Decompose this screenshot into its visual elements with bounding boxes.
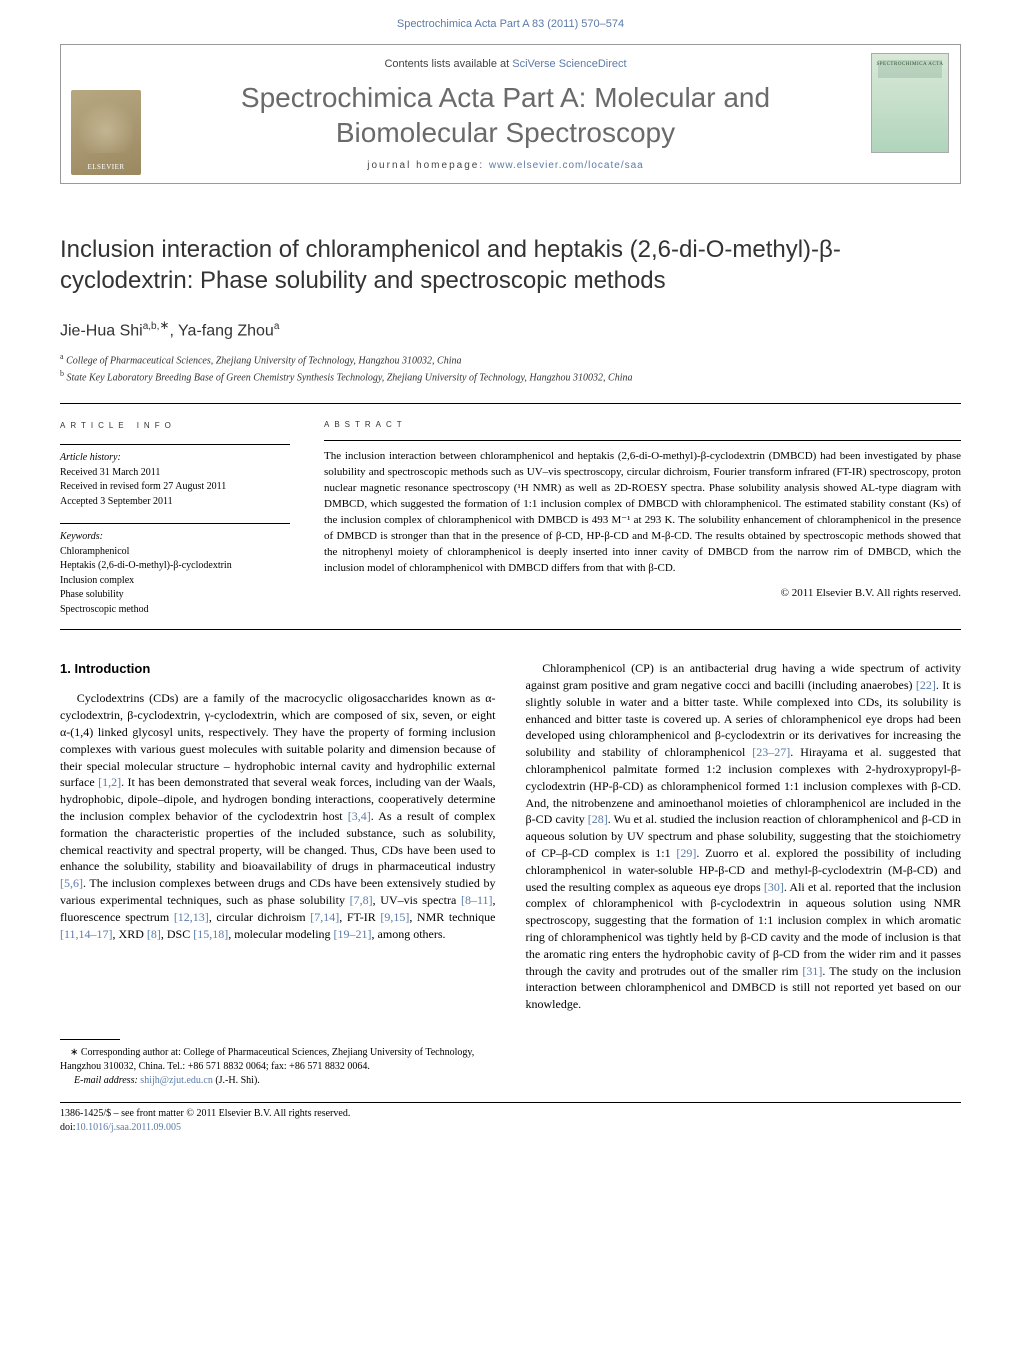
body-left-column: 1. Introduction Cyclodextrins (CDs) are …	[60, 660, 496, 1013]
body-right-column: Chloramphenicol (CP) is an antibacterial…	[526, 660, 962, 1013]
intro-para-left: Cyclodextrins (CDs) are a family of the …	[60, 690, 496, 942]
abstract-copyright: © 2011 Elsevier B.V. All rights reserved…	[324, 587, 961, 599]
banner-center: Contents lists available at SciVerse Sci…	[151, 45, 860, 183]
doi-prefix: doi:	[60, 1122, 76, 1133]
article-history: Article history: Received 31 March 2011 …	[60, 451, 290, 509]
info-sub-rule-1	[60, 444, 290, 445]
abstract-column: abstract The inclusion interaction betwe…	[324, 404, 961, 629]
accepted-date: Accepted 3 September 2011	[60, 495, 290, 510]
author-1: Jie-Hua Shi	[60, 323, 143, 340]
footnotes: ∗ Corresponding author at: College of Ph…	[60, 1039, 480, 1088]
cover-title: SPECTROCHIMICA ACTA	[872, 62, 948, 67]
article-title: Inclusion interaction of chloramphenicol…	[60, 234, 961, 296]
info-sub-rule-2	[60, 523, 290, 524]
doi-line: doi:10.1016/j.saa.2011.09.005	[60, 1121, 961, 1135]
journal-cover-thumb: SPECTROCHIMICA ACTA	[871, 53, 949, 153]
journal-homepage-line: journal homepage: www.elsevier.com/locat…	[171, 160, 840, 171]
received-date: Received 31 March 2011	[60, 466, 290, 481]
sciencedirect-link[interactable]: SciVerse ScienceDirect	[512, 58, 626, 70]
front-matter-line: 1386-1425/$ – see front matter © 2011 El…	[60, 1107, 961, 1121]
publisher-logo-slot: ELSEVIER	[61, 45, 151, 183]
author-2: , Ya-fang Zhou	[169, 323, 273, 340]
keywords-label: Keywords:	[60, 531, 103, 542]
section-1-heading: 1. Introduction	[60, 660, 496, 678]
journal-name: Spectrochimica Acta Part A: Molecular an…	[171, 80, 840, 150]
article-info-heading: article info	[60, 418, 290, 434]
keyword-5: Spectroscopic method	[60, 603, 290, 618]
journal-banner: ELSEVIER Contents lists available at Sci…	[60, 44, 961, 184]
running-head: Spectrochimica Acta Part A 83 (2011) 570…	[0, 0, 1021, 44]
elsevier-logo: ELSEVIER	[71, 90, 141, 175]
cover-thumb-slot: SPECTROCHIMICA ACTA	[860, 45, 960, 183]
email-label: E-mail address:	[74, 1075, 140, 1086]
info-bottom-rule	[60, 629, 961, 630]
contents-prefix: Contents lists available at	[384, 58, 512, 70]
keyword-3: Inclusion complex	[60, 574, 290, 589]
affiliation-a: a College of Pharmaceutical Sciences, Zh…	[60, 351, 961, 368]
author-email-link[interactable]: shijh@zjut.edu.cn	[140, 1075, 213, 1086]
authors-line: Jie-Hua Shia,b,∗, Ya-fang Zhoua	[60, 318, 961, 340]
abstract-sub-rule	[324, 440, 961, 441]
body-two-column: 1. Introduction Cyclodextrins (CDs) are …	[60, 660, 961, 1013]
email-suffix: (J.-H. Shi).	[213, 1075, 260, 1086]
history-label: Article history:	[60, 452, 121, 463]
bottom-bar: 1386-1425/$ – see front matter © 2011 El…	[60, 1102, 961, 1135]
contents-available-line: Contents lists available at SciVerse Sci…	[171, 58, 840, 70]
affiliations: a College of Pharmaceutical Sciences, Zh…	[60, 351, 961, 386]
keywords-block: Keywords: Chloramphenicol Heptakis (2,6-…	[60, 530, 290, 617]
article-info-column: article info Article history: Received 3…	[60, 404, 290, 629]
keyword-4: Phase solubility	[60, 588, 290, 603]
affiliation-b: b State Key Laboratory Breeding Base of …	[60, 368, 961, 385]
elsevier-text: ELSEVIER	[87, 163, 124, 175]
affiliation-a-text: College of Pharmaceutical Sciences, Zhej…	[66, 355, 461, 366]
revised-date: Received in revised form 27 August 2011	[60, 480, 290, 495]
corresponding-marker: ∗	[159, 318, 169, 332]
info-abstract-row: article info Article history: Received 3…	[60, 404, 961, 629]
article-front-matter: Inclusion interaction of chloramphenicol…	[60, 234, 961, 630]
footnote-rule	[60, 1039, 120, 1040]
journal-homepage-link[interactable]: www.elsevier.com/locate/saa	[489, 160, 644, 171]
doi-link[interactable]: 10.1016/j.saa.2011.09.005	[76, 1122, 181, 1133]
affiliation-b-text: State Key Laboratory Breeding Base of Gr…	[67, 372, 633, 383]
abstract-text: The inclusion interaction between chlora…	[324, 449, 961, 577]
author-1-affil: a,b,	[143, 321, 160, 332]
keyword-2: Heptakis (2,6-di-O-methyl)-β-cyclodextri…	[60, 559, 290, 574]
homepage-prefix: journal homepage:	[367, 160, 489, 171]
author-2-affil: a	[274, 321, 280, 332]
abstract-heading: abstract	[324, 418, 961, 430]
email-footnote: E-mail address: shijh@zjut.edu.cn (J.-H.…	[60, 1074, 480, 1088]
corresponding-author-footnote: ∗ Corresponding author at: College of Ph…	[60, 1046, 480, 1074]
intro-para-right: Chloramphenicol (CP) is an antibacterial…	[526, 660, 962, 1013]
keyword-1: Chloramphenicol	[60, 545, 290, 560]
